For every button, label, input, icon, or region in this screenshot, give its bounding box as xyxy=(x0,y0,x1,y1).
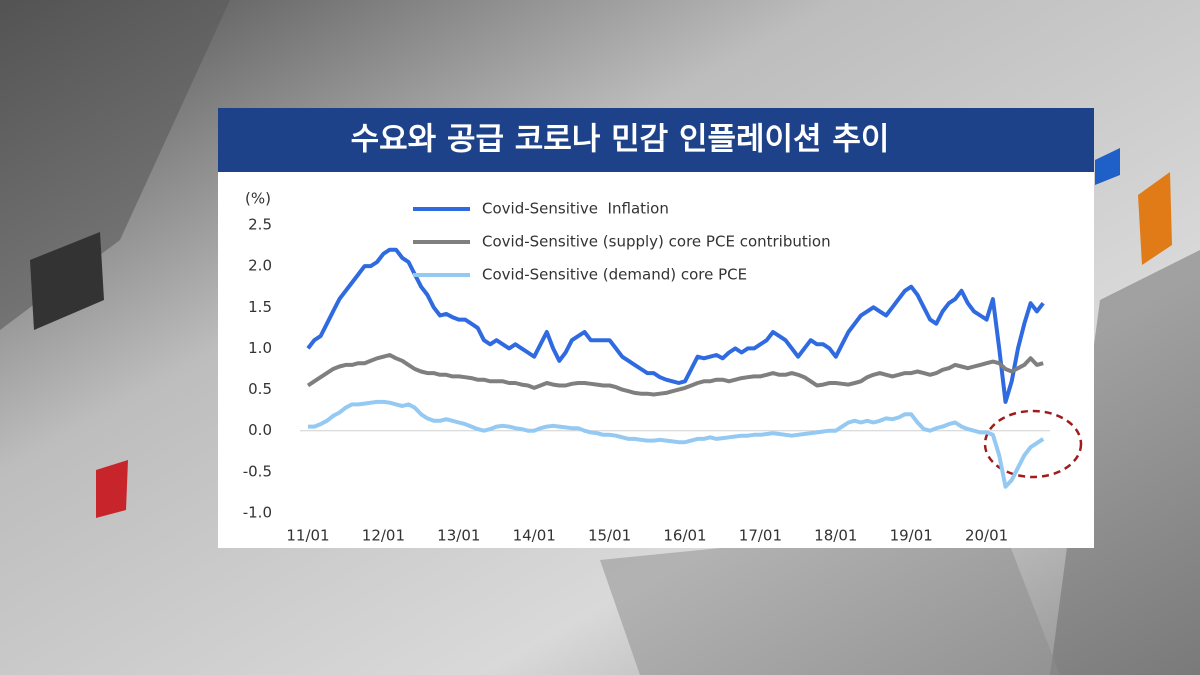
x-tick-label: 20/01 xyxy=(965,527,1008,545)
series-line xyxy=(308,399,1045,489)
y-tick-label: 2.5 xyxy=(248,216,272,234)
x-tick-label: 12/01 xyxy=(362,527,405,545)
chart-panel xyxy=(218,172,1094,548)
x-tick-label: 13/01 xyxy=(437,527,480,545)
x-tick-label: 18/01 xyxy=(814,527,857,545)
legend-label: Covid-Sensitive (supply) core PCE contri… xyxy=(482,233,831,251)
chart-title: 수요와 공급 코로나 민감 인플레이션 추이 xyxy=(351,122,890,158)
x-tick-label: 19/01 xyxy=(890,527,933,545)
series-line xyxy=(306,247,1045,404)
decor xyxy=(1095,148,1120,185)
decor xyxy=(30,232,104,330)
decor xyxy=(96,460,128,518)
y-tick-label: -0.5 xyxy=(243,462,272,480)
series-line xyxy=(306,353,1044,397)
x-tick-label: 17/01 xyxy=(739,527,782,545)
decor xyxy=(600,520,1060,675)
decor xyxy=(0,0,230,330)
y-tick-label: 1.0 xyxy=(248,339,272,357)
y-tick-label: -1.0 xyxy=(243,504,272,522)
decor xyxy=(1138,172,1172,265)
legend-label: Covid-Sensitive (demand) core PCE xyxy=(482,266,747,284)
title-bar xyxy=(218,108,1094,172)
decor xyxy=(1050,250,1200,675)
y-tick-label: 2.0 xyxy=(248,257,272,275)
legend-label: Covid-Sensitive Inflation xyxy=(482,200,669,218)
y-tick-label: 0.5 xyxy=(248,380,272,398)
y-tick-label: 1.5 xyxy=(248,298,272,316)
y-axis-label: (%) xyxy=(245,190,271,208)
x-tick-label: 14/01 xyxy=(513,527,556,545)
y-tick-label: 0.0 xyxy=(248,421,272,439)
x-tick-label: 15/01 xyxy=(588,527,631,545)
x-tick-label: 11/01 xyxy=(286,527,329,545)
highlight-ellipse xyxy=(983,409,1083,479)
x-tick-label: 16/01 xyxy=(663,527,706,545)
